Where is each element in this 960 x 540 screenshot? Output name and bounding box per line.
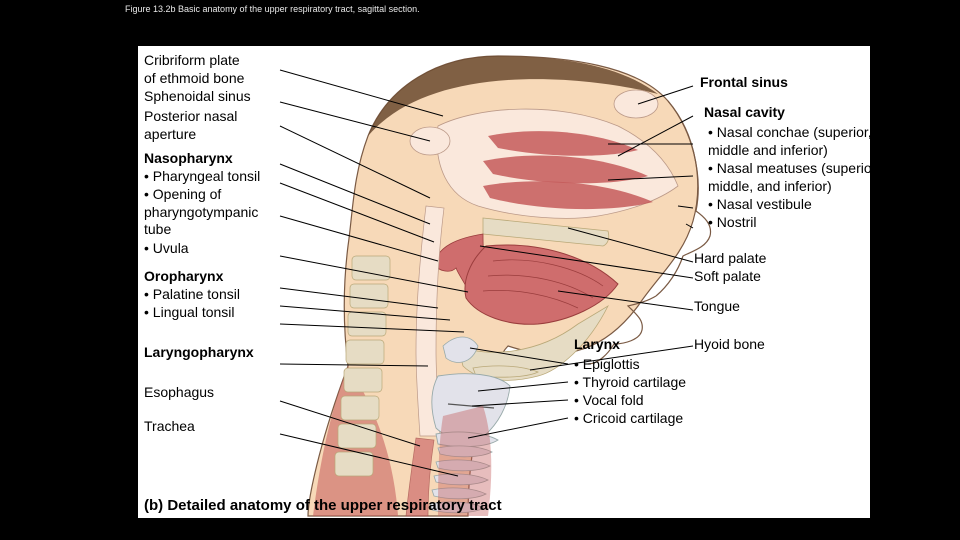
figure-caption: Figure 13.2b Basic anatomy of the upper … (125, 4, 420, 14)
label-sphenoidal: Sphenoidal sinus (144, 88, 251, 106)
label-larynx-item-2: • Vocal fold (574, 392, 644, 410)
label-esophagus: Esophagus (144, 384, 214, 402)
label-frontal-sinus: Frontal sinus (700, 74, 788, 92)
label-nasopharynx-title: Nasopharynx (144, 150, 233, 168)
label-oropharynx-item-0: • Palatine tonsil (144, 286, 240, 304)
diagram-panel: Cribriform plate of ethmoid bone Sphenoi… (138, 46, 870, 518)
label-laryngopharynx: Laryngopharynx (144, 344, 254, 362)
label-nasal-cavity-item-0: • Nasal conchae (superior, middle and in… (708, 124, 872, 159)
label-nasopharynx-item-0: • Pharyngeal tonsil (144, 168, 260, 186)
label-oropharynx-title: Oropharynx (144, 268, 223, 286)
label-larynx-item-1: • Thyroid cartilage (574, 374, 686, 392)
label-trachea: Trachea (144, 418, 195, 436)
label-nasal-cavity-item-1: • Nasal meatuses (superior, middle, and … (708, 160, 879, 195)
label-larynx-item-3: • Cricoid cartilage (574, 410, 683, 428)
label-hyoid: Hyoid bone (694, 336, 765, 354)
label-nasopharynx-item-1: • Opening of pharyngotympanic tube (144, 186, 258, 239)
label-tongue: Tongue (694, 298, 740, 316)
label-posterior-nasal: Posterior nasal aperture (144, 108, 237, 143)
label-oropharynx-item-1: • Lingual tonsil (144, 304, 235, 322)
label-nasal-cavity-item-2: • Nasal vestibule (708, 196, 812, 214)
subfigure-caption: (b) Detailed anatomy of the upper respir… (144, 497, 502, 514)
label-cribriform: Cribriform plate of ethmoid bone (144, 52, 244, 87)
label-larynx-title: Larynx (574, 336, 620, 354)
label-hard-palate: Hard palate (694, 250, 766, 268)
label-larynx-item-0: • Epiglottis (574, 356, 640, 374)
label-nasal-cavity-title: Nasal cavity (704, 104, 785, 122)
label-nasopharynx-item-2: • Uvula (144, 240, 189, 258)
label-nasal-cavity-item-3: • Nostril (708, 214, 756, 232)
label-soft-palate: Soft palate (694, 268, 761, 286)
